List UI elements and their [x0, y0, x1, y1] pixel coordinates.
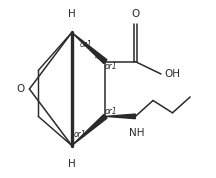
Text: O: O [17, 84, 25, 94]
Polygon shape [72, 32, 107, 64]
Text: or1: or1 [105, 107, 117, 116]
Text: OH: OH [164, 69, 180, 79]
Text: or1: or1 [105, 62, 117, 70]
Text: H: H [68, 9, 76, 19]
Text: H: H [68, 159, 76, 169]
Text: NH: NH [129, 128, 144, 138]
Polygon shape [105, 114, 135, 119]
Text: or1: or1 [80, 40, 92, 49]
Text: O: O [131, 9, 140, 19]
Polygon shape [72, 114, 107, 146]
Text: or1: or1 [74, 130, 86, 138]
